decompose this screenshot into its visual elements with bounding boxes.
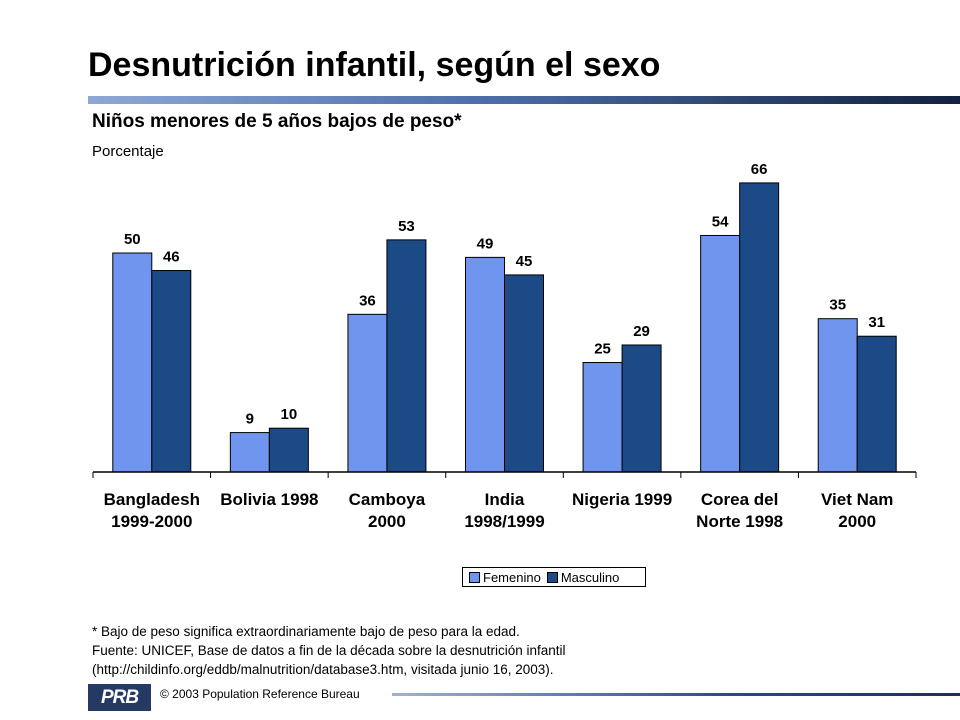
bar-masculino-0 <box>151 270 192 473</box>
footnote-definition: * Bajo de peso significa extraordinariam… <box>92 624 520 639</box>
prb-logo: PRB <box>88 684 151 711</box>
bar-masculino-2 <box>386 239 427 473</box>
data-label-masculino-2: 53 <box>398 218 415 235</box>
data-label-femenino-5: 54 <box>712 213 729 230</box>
category-label-6-line2: 2000 <box>838 512 876 531</box>
data-label-femenino-0: 50 <box>124 231 141 248</box>
category-label-0-line2: 1999-2000 <box>111 512 192 531</box>
legend-label-femenino: Femenino <box>483 569 541 585</box>
category-label-3: India <box>485 490 525 509</box>
bar-masculino-6 <box>856 335 897 473</box>
footnotes: * Bajo de peso significa extraordinariam… <box>92 622 566 679</box>
bar-masculino-1 <box>268 427 309 473</box>
copyright: © 2003 Population Reference Bureau <box>160 687 360 701</box>
data-label-masculino-6: 31 <box>868 314 885 331</box>
category-label-3-line2: 1998/1999 <box>464 512 544 531</box>
data-label-femenino-4: 25 <box>594 341 611 358</box>
category-label-6: Viet Nam <box>821 490 893 509</box>
unit-label: Porcentaje <box>92 143 164 160</box>
data-label-masculino-4: 29 <box>633 323 650 340</box>
category-label-5: Corea del <box>701 490 778 509</box>
data-label-femenino-3: 49 <box>477 235 494 252</box>
bar-femenino-4 <box>582 362 623 473</box>
chart-subtitle: Niños menores de 5 años bajos de peso* <box>92 111 462 132</box>
category-label-0: Bangladesh <box>104 490 200 509</box>
bottom-rule <box>392 693 960 696</box>
legend-swatch-femenino <box>469 571 480 583</box>
category-label-2-line2: 2000 <box>368 512 406 531</box>
data-label-masculino-1: 10 <box>281 406 298 423</box>
data-label-masculino-3: 45 <box>516 253 533 270</box>
legend-item-femenino: Femenino <box>469 570 541 585</box>
footnote-source: Fuente: UNICEF, Base de datos a fin de l… <box>92 643 566 658</box>
footnote-url: (http://childinfo.org/eddb/malnutrition/… <box>92 662 554 677</box>
data-label-femenino-1: 9 <box>246 411 254 428</box>
data-label-masculino-0: 46 <box>163 249 180 266</box>
category-label-1: Bolivia 1998 <box>220 490 318 509</box>
bar-femenino-1 <box>229 432 270 473</box>
bar-femenino-5 <box>700 234 741 473</box>
legend-item-masculino: Masculino <box>546 569 620 585</box>
data-label-masculino-5: 66 <box>751 161 768 178</box>
title-rule <box>88 96 960 104</box>
category-label-4: Nigeria 1999 <box>572 490 672 509</box>
bar-femenino-2 <box>347 313 388 473</box>
category-label-2: Camboya <box>349 490 426 509</box>
legend-label-masculino: Masculino <box>560 569 620 585</box>
bar-masculino-3 <box>504 274 544 473</box>
bar-femenino-6 <box>817 318 858 473</box>
data-label-femenino-6: 35 <box>829 297 846 314</box>
bar-femenino-0 <box>112 252 153 473</box>
category-label-5-line2: Norte 1998 <box>696 512 783 531</box>
bar-masculino-4 <box>621 344 662 473</box>
bar-femenino-3 <box>465 256 505 473</box>
bar-masculino-5 <box>739 182 780 473</box>
data-label-femenino-2: 36 <box>359 292 376 309</box>
legend-swatch-masculino <box>546 571 558 583</box>
slide-title: Desnutrición infantil, según el sexo <box>88 46 661 84</box>
chart-legend: Femenino Masculino <box>462 567 646 587</box>
